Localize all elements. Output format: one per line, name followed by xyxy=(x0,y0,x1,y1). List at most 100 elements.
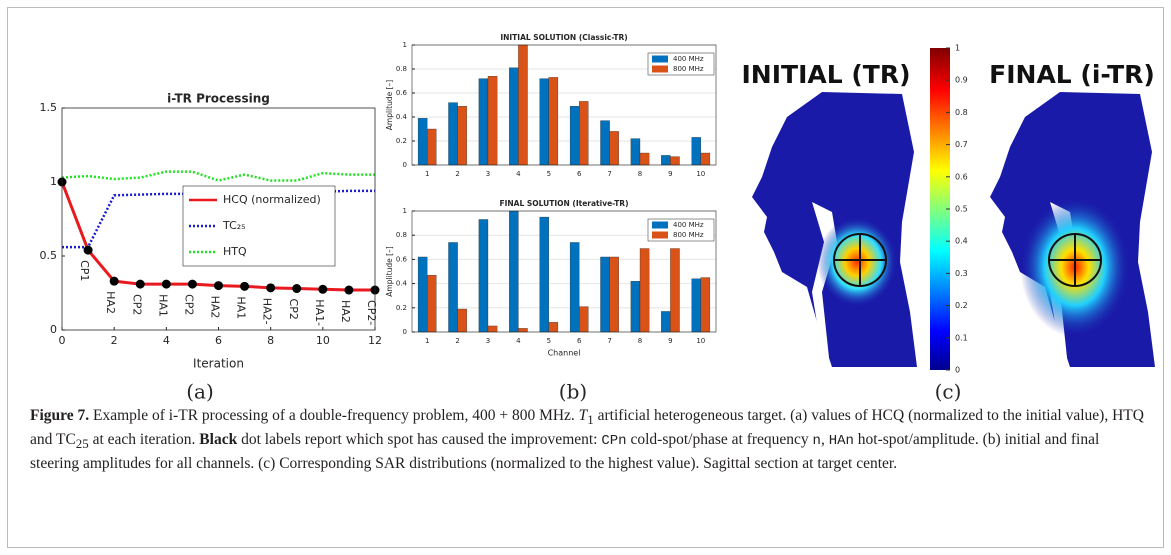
caption-text: Example of i-TR processing of a double-f… xyxy=(89,407,579,424)
x-tick-label: 6 xyxy=(577,337,582,345)
legend-label: 400 MHz xyxy=(673,221,704,229)
bar xyxy=(539,78,549,166)
bar xyxy=(548,322,559,333)
point-label: HA1- xyxy=(313,299,326,326)
panel-label: (c) xyxy=(935,380,962,404)
x-tick-label: 7 xyxy=(607,337,611,345)
x-tick-label: 2 xyxy=(111,334,118,347)
point-label: CP2 xyxy=(182,294,195,315)
chart-title: INITIAL SOLUTION (Classic-TR) xyxy=(500,33,627,42)
x-tick-label: 10 xyxy=(316,334,330,347)
bar xyxy=(457,308,467,333)
legend-label: 400 MHz xyxy=(673,55,704,63)
bar xyxy=(600,120,610,166)
x-tick-label: 12 xyxy=(368,334,382,347)
y-tick-label: 0 xyxy=(403,328,407,336)
bar xyxy=(691,137,701,166)
x-tick-label: 1 xyxy=(425,337,429,345)
caption-text: n xyxy=(812,433,821,450)
bar xyxy=(569,242,580,333)
data-point xyxy=(240,281,250,291)
bar xyxy=(600,256,610,333)
y-tick-label: 1 xyxy=(403,207,407,215)
point-label: CP2- xyxy=(365,300,378,325)
caption-text: Black xyxy=(199,431,238,449)
x-tick-label: 3 xyxy=(486,170,490,178)
bar xyxy=(478,78,489,166)
bar xyxy=(630,138,641,166)
colorbar-tick-label: 0.9 xyxy=(955,76,968,85)
data-point xyxy=(318,284,328,294)
y-axis-label: Amplitude [–] xyxy=(385,246,394,296)
data-point xyxy=(187,279,197,289)
y-axis-label: Amplitude [–] xyxy=(385,80,394,130)
data-point xyxy=(161,279,171,289)
legend-label: HTQ xyxy=(223,245,247,258)
y-tick-label: 1.5 xyxy=(40,101,58,114)
point-label: HA1 xyxy=(235,296,248,319)
caption-text: HAn xyxy=(828,433,854,450)
x-tick-label: 6 xyxy=(577,170,582,178)
bar xyxy=(518,328,528,333)
bar xyxy=(670,248,680,333)
point-label: CP1 xyxy=(78,260,91,281)
y-tick-label: 0.8 xyxy=(396,65,407,73)
y-tick-label: 0.5 xyxy=(40,249,58,262)
y-tick-label: 0 xyxy=(403,161,407,169)
head-final xyxy=(990,92,1155,367)
y-tick-label: 0.2 xyxy=(396,137,407,145)
bar xyxy=(700,277,711,333)
chart-title: i-TR Processing xyxy=(167,92,270,106)
x-axis-label: Channel xyxy=(548,349,581,358)
x-tick-label: 0 xyxy=(59,334,66,347)
x-tick-label: 8 xyxy=(267,334,274,347)
bar xyxy=(448,242,458,333)
bar xyxy=(518,44,528,166)
y-tick-label: 0.6 xyxy=(396,89,408,97)
x-tick-label: 1 xyxy=(425,170,429,178)
data-point xyxy=(83,245,93,255)
x-tick-label: 9 xyxy=(668,170,672,178)
axes-box xyxy=(411,44,717,166)
bar xyxy=(509,210,519,333)
figure-caption: Figure 7. Example of i-TR processing of … xyxy=(30,406,1145,474)
bar xyxy=(630,281,641,333)
x-tick-label: 10 xyxy=(696,170,705,178)
panel-label: (b) xyxy=(559,380,587,404)
data-point xyxy=(135,279,145,289)
y-tick-label: 0.2 xyxy=(396,304,407,312)
x-tick-label: 8 xyxy=(638,170,642,178)
bar xyxy=(639,248,650,333)
x-tick-label: 10 xyxy=(696,337,705,345)
caption-text: cold-spot/phase at frequency xyxy=(626,431,813,449)
point-label: HA2 xyxy=(104,291,117,314)
legend-label: TC₂₅ xyxy=(222,219,246,232)
y-tick-label: 0.6 xyxy=(396,255,408,263)
bar xyxy=(569,106,580,166)
bar xyxy=(700,152,711,166)
y-tick-label: 0.4 xyxy=(396,280,408,288)
data-point xyxy=(214,281,223,291)
caption-text: 1 xyxy=(587,412,594,428)
legend-swatch xyxy=(652,231,668,239)
legend-label: HCQ (normalized) xyxy=(223,193,321,206)
x-tick-label: 4 xyxy=(516,337,521,345)
bar xyxy=(670,156,680,166)
chart-title: FINAL SOLUTION (Iterative-TR) xyxy=(499,199,628,208)
legend-swatch xyxy=(652,221,668,229)
data-point xyxy=(109,276,119,286)
bar xyxy=(539,216,549,333)
bar xyxy=(417,118,428,166)
y-tick-label: 1 xyxy=(50,175,57,188)
axes-box xyxy=(411,210,717,333)
bar xyxy=(509,67,519,166)
data-point xyxy=(266,283,276,293)
figure-frame xyxy=(7,7,1164,548)
colorbar-tick-label: 0 xyxy=(955,366,960,375)
caption-text: Figure 7. xyxy=(30,407,90,424)
y-tick-label: 0 xyxy=(50,323,57,336)
sar-title: FINAL (i-TR) xyxy=(989,60,1155,89)
point-label: HA2- xyxy=(261,298,274,325)
caption-text: hot-spot/amplitude. (b) initial and fina… xyxy=(30,431,1100,473)
